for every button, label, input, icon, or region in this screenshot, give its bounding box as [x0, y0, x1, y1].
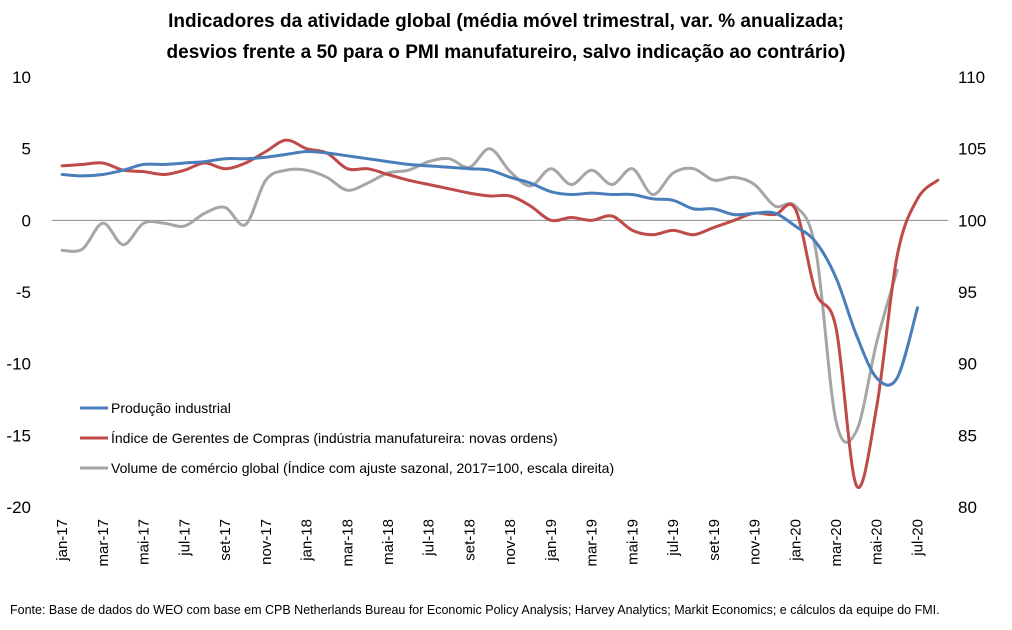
x-tick-label: jan-17 — [54, 519, 71, 562]
series-line — [60, 149, 919, 387]
chart-title-line-1: Indicadores da atividade global (média m… — [168, 11, 844, 32]
x-tick-label: mai-18 — [380, 519, 397, 565]
x-tick-label: mai-19 — [624, 519, 641, 565]
left-axis-ticks: 10 5 0 -5 -10 -15 -20 — [6, 68, 31, 517]
x-tick-label: jul-19 — [665, 519, 682, 557]
x-tick-label: mar-20 — [828, 519, 845, 567]
right-axis-ticks: 110 105 100 95 90 85 80 — [958, 68, 986, 517]
x-tick-label: set-19 — [706, 519, 723, 561]
left-tick-label: -5 — [16, 283, 31, 302]
legend-label: Produção industrial — [111, 400, 231, 416]
x-tick-label: jan-19 — [543, 519, 560, 562]
left-tick-label: -20 — [6, 498, 31, 517]
left-tick-label: -10 — [6, 355, 31, 374]
x-tick-label: mai-20 — [869, 519, 886, 565]
x-tick-label: nov-19 — [747, 519, 764, 565]
x-tick-label: jul-20 — [909, 519, 926, 557]
right-tick-label: 110 — [958, 68, 985, 87]
x-tick-label: mai-17 — [136, 519, 153, 565]
chart-title-line-2: desvios frente a 50 para o PMI manufatur… — [166, 42, 846, 63]
legend: Produção industrial Índice de Gerentes de… — [80, 400, 614, 476]
x-tick-label: jan-18 — [299, 519, 316, 562]
left-tick-label: 5 — [22, 140, 31, 159]
series-line — [60, 138, 940, 489]
x-tick-label: nov-18 — [502, 519, 519, 565]
x-tick-label: set-17 — [217, 519, 234, 561]
x-tick-label: jan-20 — [787, 519, 804, 562]
legend-label: Índice de Gerentes de Compras (indústria… — [111, 430, 558, 446]
left-tick-label: -15 — [6, 426, 31, 445]
x-tick-label: jul-17 — [176, 519, 193, 557]
series-line — [60, 147, 899, 444]
left-tick-label: 0 — [22, 211, 31, 230]
x-tick-label: mar-17 — [95, 519, 112, 567]
right-tick-label: 100 — [958, 211, 986, 230]
source-note: Fonte: Base de dados do WEO com base em … — [10, 603, 940, 617]
right-tick-label: 95 — [958, 283, 977, 302]
legend-label: Volume de comércio global (Índice com aj… — [111, 460, 614, 476]
x-axis-ticks: jan-17 mar-17 mai-17 jul-17 set-17 nov-17 jan-… — [54, 519, 926, 567]
right-tick-label: 80 — [958, 498, 977, 517]
x-tick-label: nov-17 — [258, 519, 275, 565]
x-tick-label: mar-19 — [584, 519, 601, 567]
chart-title: Indicadores da atividade global (média m… — [0, 6, 1012, 68]
x-tick-label: mar-18 — [339, 519, 356, 567]
series-lines — [60, 138, 940, 489]
x-tick-label: jul-18 — [421, 519, 438, 557]
right-tick-label: 85 — [958, 426, 977, 445]
right-tick-label: 90 — [958, 355, 977, 374]
right-tick-label: 105 — [958, 140, 986, 159]
left-tick-label: 10 — [12, 68, 31, 87]
x-tick-label: set-18 — [461, 519, 478, 561]
